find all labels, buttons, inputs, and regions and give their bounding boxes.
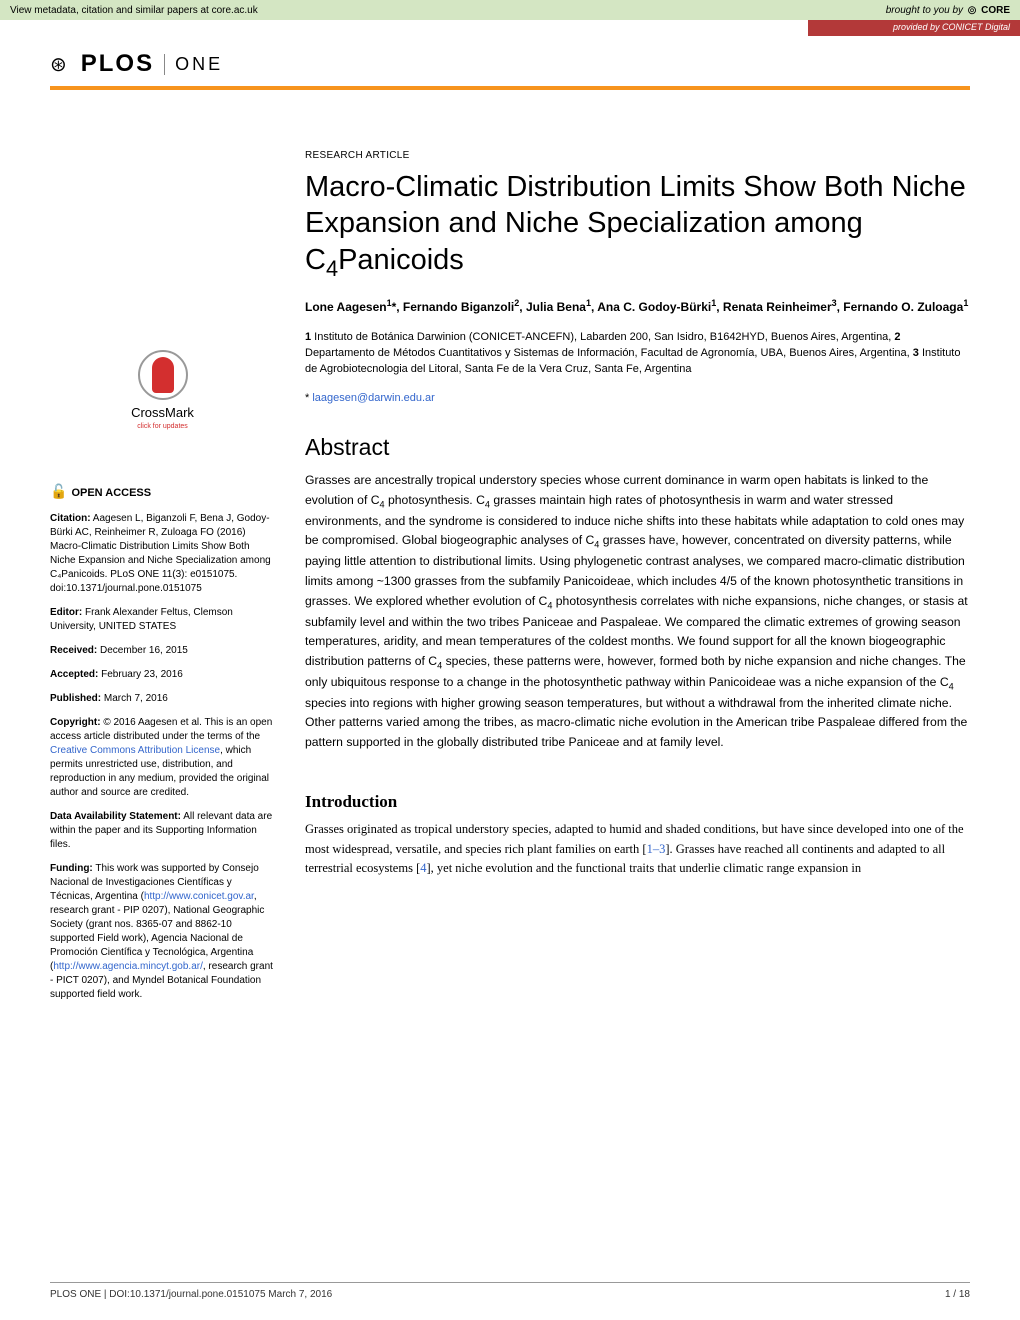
- funding-label: Funding:: [50, 863, 93, 874]
- citation-block: Citation: Aagesen L, Biganzoli F, Bena J…: [50, 512, 275, 596]
- funding-mid: , research grant - PIP 0207), National G…: [50, 891, 264, 972]
- footer-left: PLOS ONE | DOI:10.1371/journal.pone.0151…: [50, 1289, 332, 1300]
- sidebar: CrossMark click for updates 🔓 OPEN ACCES…: [50, 150, 295, 1012]
- abstract-heading: Abstract: [305, 434, 970, 461]
- crossmark-icon: [138, 350, 188, 400]
- funding-link-1[interactable]: http://www.conicet.gov.ar: [144, 891, 254, 902]
- crossmark-widget[interactable]: CrossMark click for updates: [50, 350, 275, 432]
- provided-by-banner: provided by CONICET Digital: [808, 20, 1020, 36]
- plos-icon: ⊛: [50, 52, 67, 77]
- lock-icon: 🔓: [50, 482, 67, 502]
- received-label: Received:: [50, 645, 97, 656]
- core-icon: ⊚: [967, 3, 977, 17]
- page-footer: PLOS ONE | DOI:10.1371/journal.pone.0151…: [50, 1282, 970, 1300]
- accepted-block: Accepted: February 23, 2016: [50, 668, 275, 682]
- plos-logo: PLOS: [81, 50, 154, 78]
- introduction-heading: Introduction: [305, 792, 970, 812]
- received-text: December 16, 2015: [97, 645, 188, 656]
- data-avail-label: Data Availability Statement:: [50, 811, 181, 822]
- provided-by-text: provided by CONICET Digital: [893, 22, 1010, 32]
- core-banner: View metadata, citation and similar pape…: [0, 0, 1020, 20]
- journal-one: ONE: [164, 54, 223, 75]
- funding-link-2[interactable]: http://www.agencia.mincyt.gob.ar/: [53, 961, 203, 972]
- crossmark-sub: click for updates: [50, 422, 275, 432]
- open-access-label: OPEN ACCESS: [71, 486, 151, 501]
- corresponding-author: * laagesen@darwin.edu.ar: [305, 392, 970, 404]
- core-name: CORE: [981, 5, 1010, 16]
- published-block: Published: March 7, 2016: [50, 692, 275, 706]
- funding-block: Funding: This work was supported by Cons…: [50, 862, 275, 1002]
- affiliations: 1 Instituto de Botánica Darwinion (CONIC…: [305, 330, 970, 378]
- article-type: RESEARCH ARTICLE: [305, 150, 970, 161]
- core-banner-left: View metadata, citation and similar pape…: [10, 5, 258, 16]
- cc-license-link[interactable]: Creative Commons Attribution License: [50, 745, 220, 756]
- brought-by: brought to you by: [886, 5, 963, 16]
- accepted-text: February 23, 2016: [98, 669, 183, 680]
- editor-label: Editor:: [50, 607, 82, 618]
- data-availability-block: Data Availability Statement: All relevan…: [50, 810, 275, 852]
- footer-right: 1 / 18: [945, 1289, 970, 1300]
- corresponding-email[interactable]: laagesen@darwin.edu.ar: [312, 392, 434, 404]
- introduction-text: Grasses originated as tropical understor…: [305, 820, 970, 878]
- abstract-text: Grasses are ancestrally tropical underst…: [305, 471, 970, 752]
- main-column: RESEARCH ARTICLE Macro-Climatic Distribu…: [295, 150, 970, 1012]
- crossmark-label: CrossMark: [50, 404, 275, 422]
- accepted-label: Accepted:: [50, 669, 98, 680]
- authors: Lone Aagesen1*, Fernando Biganzoli2, Jul…: [305, 297, 970, 316]
- copyright-block: Copyright: © 2016 Aagesen et al. This is…: [50, 716, 275, 800]
- published-label: Published:: [50, 693, 101, 704]
- core-link[interactable]: core.ac.uk: [212, 5, 258, 16]
- open-access-row: 🔓 OPEN ACCESS: [50, 482, 275, 502]
- citation-text: Aagesen L, Biganzoli F, Bena J, Godoy-Bü…: [50, 513, 271, 594]
- published-text: March 7, 2016: [101, 693, 168, 704]
- article-title: Macro-Climatic Distribution Limits Show …: [305, 169, 970, 281]
- citation-label: Citation:: [50, 513, 91, 524]
- received-block: Received: December 16, 2015: [50, 644, 275, 658]
- editor-block: Editor: Frank Alexander Feltus, Clemson …: [50, 606, 275, 634]
- journal-header: ⊛ PLOS ONE: [50, 36, 970, 90]
- core-logo-area: brought to you by ⊚ CORE: [886, 3, 1010, 17]
- copyright-label: Copyright:: [50, 717, 101, 728]
